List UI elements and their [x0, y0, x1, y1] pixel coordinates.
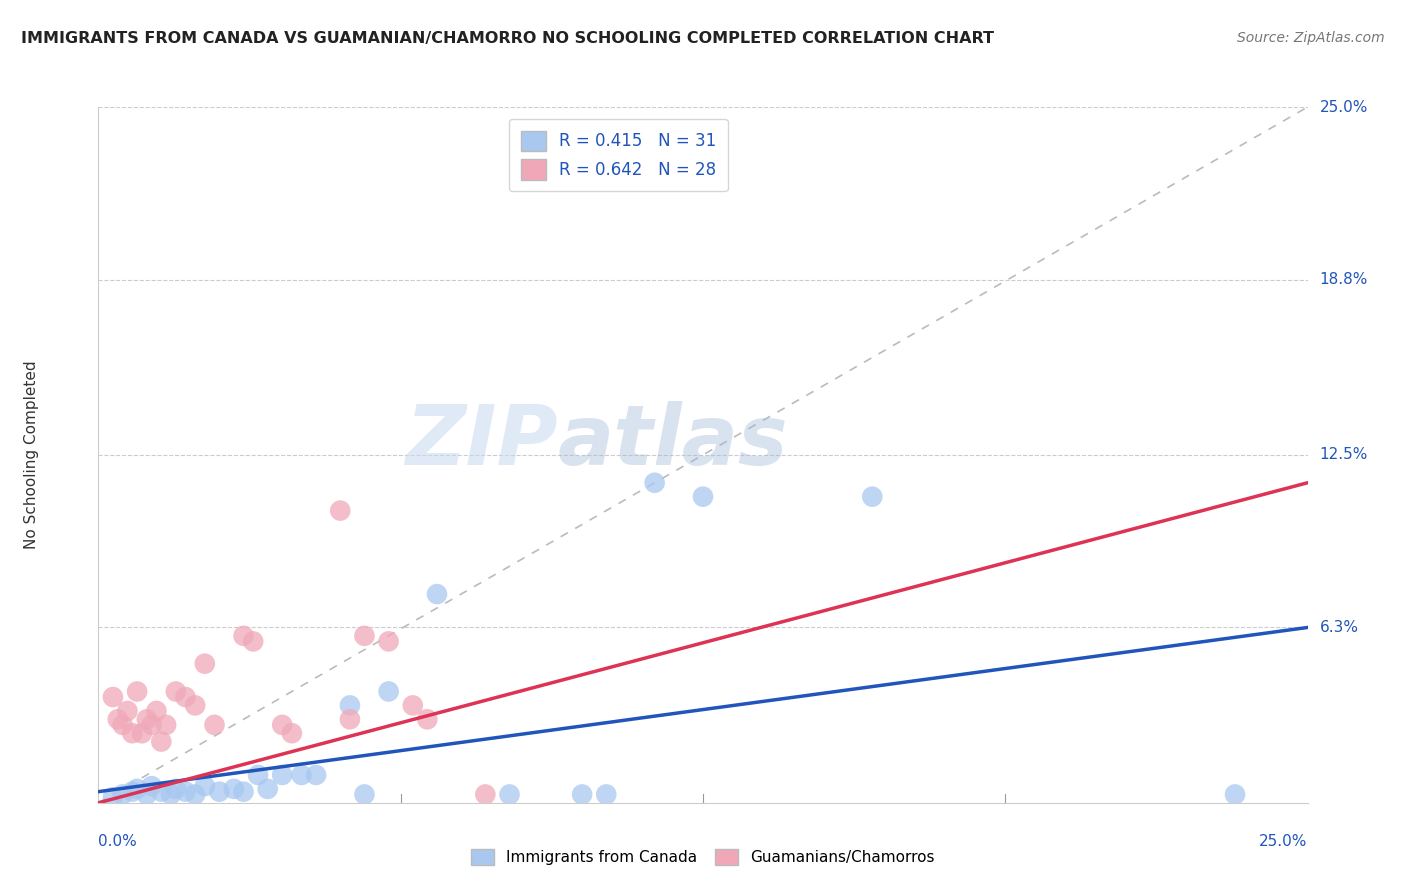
Point	[353, 788, 375, 802]
Point	[222, 781, 245, 796]
Point	[150, 734, 173, 748]
Point	[290, 768, 312, 782]
Point	[474, 788, 496, 802]
Point	[174, 690, 197, 704]
Point	[271, 768, 294, 782]
Point	[644, 475, 666, 490]
Point	[256, 781, 278, 796]
Point	[111, 788, 134, 802]
Point	[377, 684, 399, 698]
Point	[117, 704, 139, 718]
Point	[141, 718, 163, 732]
Point	[1223, 788, 1246, 802]
Point	[232, 785, 254, 799]
Point	[194, 779, 217, 793]
Point	[860, 490, 883, 504]
Point	[127, 781, 149, 796]
Point	[204, 718, 226, 732]
Point	[208, 785, 231, 799]
Point	[426, 587, 449, 601]
Point	[353, 629, 375, 643]
Point	[160, 788, 183, 802]
Text: 12.5%: 12.5%	[1320, 448, 1368, 462]
Point	[329, 503, 352, 517]
Point	[174, 785, 197, 799]
Legend: R = 0.415   N = 31, R = 0.642   N = 28: R = 0.415 N = 31, R = 0.642 N = 28	[509, 119, 728, 191]
Point	[141, 779, 163, 793]
Text: IMMIGRANTS FROM CANADA VS GUAMANIAN/CHAMORRO NO SCHOOLING COMPLETED CORRELATION : IMMIGRANTS FROM CANADA VS GUAMANIAN/CHAM…	[21, 31, 994, 46]
Point	[101, 690, 124, 704]
Legend: Immigrants from Canada, Guamanians/Chamorros: Immigrants from Canada, Guamanians/Chamo…	[465, 843, 941, 871]
Point	[498, 788, 520, 802]
Text: 25.0%: 25.0%	[1320, 100, 1368, 114]
Point	[242, 634, 264, 648]
Point	[131, 726, 153, 740]
Point	[339, 712, 361, 726]
Text: atlas: atlas	[558, 401, 789, 482]
Point	[184, 788, 207, 802]
Point	[692, 490, 714, 504]
Point	[402, 698, 425, 713]
Text: 25.0%: 25.0%	[1260, 834, 1308, 849]
Point	[232, 629, 254, 643]
Point	[135, 788, 157, 802]
Text: 6.3%: 6.3%	[1320, 620, 1358, 635]
Text: ZIP: ZIP	[405, 401, 558, 482]
Point	[305, 768, 328, 782]
Point	[135, 712, 157, 726]
Point	[194, 657, 217, 671]
Text: 0.0%: 0.0%	[98, 834, 138, 849]
Point	[101, 790, 124, 805]
Point	[416, 712, 439, 726]
Point	[165, 684, 187, 698]
Text: Source: ZipAtlas.com: Source: ZipAtlas.com	[1237, 31, 1385, 45]
Point	[111, 718, 134, 732]
Point	[145, 704, 167, 718]
Point	[247, 768, 270, 782]
Point	[121, 785, 143, 799]
Point	[121, 726, 143, 740]
Point	[339, 698, 361, 713]
Point	[184, 698, 207, 713]
Point	[107, 712, 129, 726]
Point	[271, 718, 294, 732]
Text: No Schooling Completed: No Schooling Completed	[24, 360, 39, 549]
Point	[571, 788, 593, 802]
Point	[281, 726, 304, 740]
Point	[150, 785, 173, 799]
Point	[165, 781, 187, 796]
Point	[595, 788, 617, 802]
Point	[377, 634, 399, 648]
Point	[127, 684, 149, 698]
Text: 18.8%: 18.8%	[1320, 272, 1368, 287]
Point	[155, 718, 177, 732]
